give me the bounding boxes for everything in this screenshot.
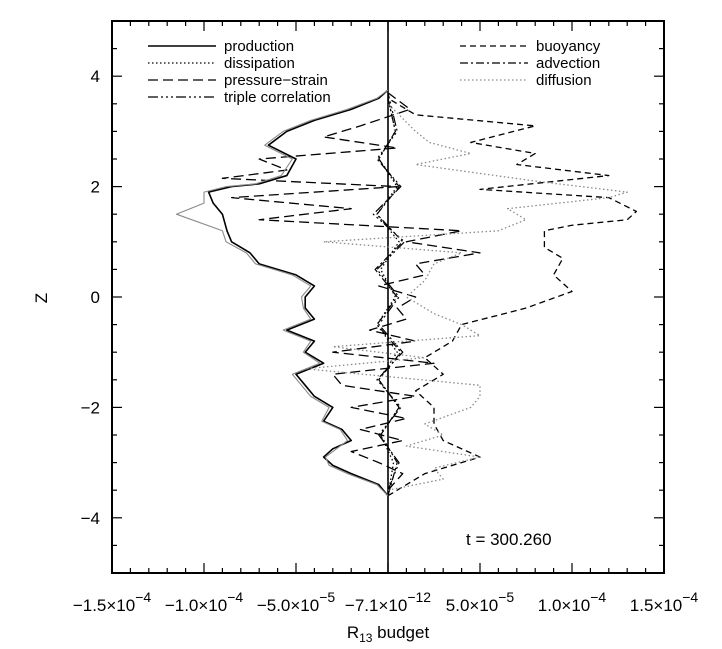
legend-label-buoyancy: buoyancy [536, 38, 601, 55]
legend-label-diffusion: diffusion [536, 72, 592, 89]
y-tick-label: −4 [81, 509, 100, 528]
series-line-production-twin [175, 89, 389, 497]
legend-right: buoyancy advection diffusion [460, 38, 601, 89]
y-tick-label: 2 [91, 178, 100, 197]
plot-layer [175, 21, 638, 573]
x-tick-label: 5.0×10−5 [446, 589, 515, 615]
x-tick-label: 1.0×10−4 [538, 589, 607, 615]
y-tick-label: 4 [91, 67, 100, 86]
x-tick-label: −1.5×10−4 [73, 589, 152, 615]
legend-label-production: production [224, 38, 294, 55]
ticks-layer: −1.5×10−4 −1.0×10−4 −5.0×10−5 −7.1×10−12 5.0… [73, 20, 699, 615]
series-line-buoyancy [387, 97, 638, 497]
x-axis-label-main: R [347, 623, 359, 642]
x-tick-label: −7.1×10−12 [345, 589, 431, 615]
legend-label-advection: advection [536, 55, 600, 72]
x-axis-label-suffix: budget [372, 623, 429, 642]
series-line-pressure-strain [221, 92, 481, 491]
series-line-advection [374, 98, 404, 496]
x-tick-label: 1.5×10−4 [630, 589, 699, 615]
legend-left: production dissipation pressure−strain t… [148, 38, 331, 106]
time-annotation: t = 300.260 [466, 530, 552, 549]
x-tick-label: −1.0×10−4 [165, 589, 244, 615]
x-axis-label: R13 budget [347, 623, 430, 645]
x-axis-label-subscript: 13 [359, 631, 373, 645]
x-tick-label: −5.0×10−5 [257, 589, 336, 615]
y-tick-label: −2 [81, 398, 100, 417]
legend-label-pressure-strain: pressure−strain [224, 72, 328, 89]
y-axis-label: Z [32, 293, 51, 303]
y-tick-label: 0 [91, 288, 100, 307]
legend-label-dissipation: dissipation [224, 55, 295, 72]
series-line-production [207, 89, 389, 497]
series-line-triple-correlation [372, 92, 406, 491]
legend-label-triple-correlation: triple correlation [224, 89, 331, 106]
